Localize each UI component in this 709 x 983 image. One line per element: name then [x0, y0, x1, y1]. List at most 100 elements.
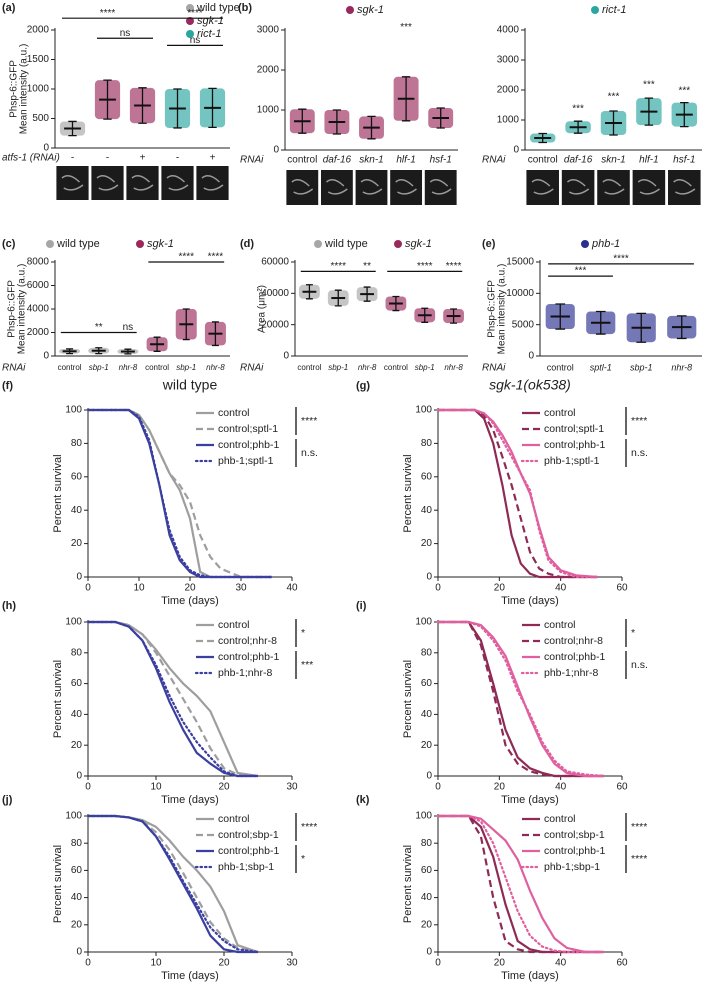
y-axis-label: Mean intensity (a.u.): [17, 264, 28, 355]
x-axis-label: Time (days): [161, 794, 219, 806]
significance-label: ****: [100, 8, 116, 19]
worm-shape: [566, 179, 590, 195]
x-tick-label: hlf-1: [396, 155, 415, 166]
y-tick-label: 0: [76, 771, 82, 782]
x-tick-label: 60: [616, 583, 628, 594]
worm-image: [632, 170, 666, 205]
worm-image: [668, 170, 701, 205]
survival-curve: [86, 814, 260, 954]
legend-label: control;sptl-1: [218, 423, 278, 435]
worm-shape: [96, 175, 119, 191]
y-tick-label: 500: [32, 113, 49, 124]
chart-title: wild type: [162, 377, 218, 393]
y-tick-label: 0: [76, 572, 82, 583]
x-tick-label: nhr-8: [671, 362, 692, 372]
y-tick-label: 60: [71, 678, 83, 689]
survival-curve: [438, 408, 598, 579]
panel-label: (h): [2, 600, 16, 612]
y-tick-label: 40000: [261, 288, 289, 299]
row-label: RNAi: [240, 363, 264, 374]
x-tick-label: 60: [616, 782, 628, 793]
x-tick-label: skn-1: [601, 155, 625, 166]
x-tick-label: 30: [286, 958, 298, 969]
y-tick-label: 6000: [27, 280, 50, 291]
legend-marker: [186, 4, 194, 12]
worm-image: [196, 166, 229, 200]
legend-label: phb-1;sptl-1: [218, 455, 274, 467]
y-tick-label: 20: [421, 919, 433, 930]
y-tick-label: 60000: [261, 257, 289, 268]
y-axis-label: Phsp-6::GFP: [7, 280, 18, 338]
x-tick-label: 40: [555, 583, 567, 594]
y-tick-label: 60: [71, 865, 83, 876]
panel-label: (d): [240, 238, 254, 250]
x-tick-label: skn-1: [359, 155, 383, 166]
legend-label: control;phb-1: [544, 439, 605, 451]
x-tick-label: 0: [85, 782, 91, 793]
worm-image: [597, 170, 630, 205]
y-tick-label: 80: [71, 438, 83, 449]
worm-image: [561, 170, 595, 205]
y-tick-label: 10000: [506, 288, 534, 299]
x-axis-label: Time (days): [161, 595, 219, 607]
y-tick-label: 3000: [257, 25, 280, 36]
legend-label: control;phb-1: [544, 845, 605, 857]
x-tick-label: sptl-1: [590, 362, 612, 372]
y-tick-label: 1000: [27, 84, 50, 95]
y-tick-label: 2000: [27, 327, 50, 338]
worm-shape: [326, 179, 348, 195]
y-axis-label: Area (μm²): [257, 285, 268, 333]
survival-curve: [88, 408, 272, 579]
panel-label: (g): [356, 380, 370, 392]
x-tick-label: 10: [150, 782, 162, 793]
y-axis-label: Percent survival: [402, 660, 414, 738]
survival-curve: [436, 814, 605, 954]
x-tick-label: +: [210, 153, 216, 164]
y-tick-label: 80: [71, 647, 83, 658]
x-tick-label: 0: [435, 782, 441, 793]
x-tick-label: control: [384, 363, 408, 372]
worm-image: [424, 170, 457, 205]
legend-marker: [136, 240, 144, 248]
worm-image: [126, 166, 159, 200]
y-tick-label: 80: [71, 838, 83, 849]
row-label: atfs-1 (RNAi): [2, 153, 60, 164]
legend-label: control: [218, 619, 250, 631]
legend-marker: [186, 30, 194, 38]
x-axis-label: Time (days): [501, 595, 559, 607]
x-tick-label: 10: [150, 958, 162, 969]
y-tick-label: 80: [421, 438, 433, 449]
x-tick-label: 20: [494, 782, 506, 793]
worm-shape: [201, 175, 224, 191]
y-tick-label: 40: [71, 892, 83, 903]
x-tick-label: control: [528, 155, 558, 166]
legend-label: rict-1: [602, 4, 626, 16]
y-tick-label: 40: [421, 709, 433, 720]
legend-label: control;sbp-1: [218, 829, 279, 841]
y-axis-label: Phsp-6::GFP: [487, 280, 498, 338]
legend-marker: [186, 17, 194, 25]
x-tick-label: sbp-1: [328, 363, 348, 372]
significance-label: ***: [572, 104, 584, 115]
x-tick-label: 20: [494, 958, 506, 969]
worm-image: [390, 170, 423, 205]
y-tick-label: 0: [528, 351, 534, 362]
panel-label: (c): [2, 238, 16, 250]
survival-curve: [438, 408, 598, 579]
worm-shape: [602, 179, 625, 195]
panel-label: (k): [356, 794, 370, 806]
survival-curve: [88, 408, 272, 579]
legend-label: control: [544, 407, 576, 419]
y-tick-label: 20000: [261, 319, 289, 330]
y-tick-label: 4000: [27, 304, 50, 315]
legend-label: control;phb-1: [218, 651, 279, 663]
y-axis-label: Percent survival: [402, 845, 414, 923]
y-tick-label: 100: [415, 617, 432, 628]
x-tick-label: nhr-8: [444, 363, 463, 372]
worm-image: [286, 170, 319, 205]
x-tick-label: 40: [555, 958, 567, 969]
y-tick-label: 8000: [27, 257, 50, 268]
significance-label: ****: [417, 261, 433, 272]
legend-label: control;phb-1: [218, 845, 279, 857]
legend-marker: [394, 240, 402, 248]
